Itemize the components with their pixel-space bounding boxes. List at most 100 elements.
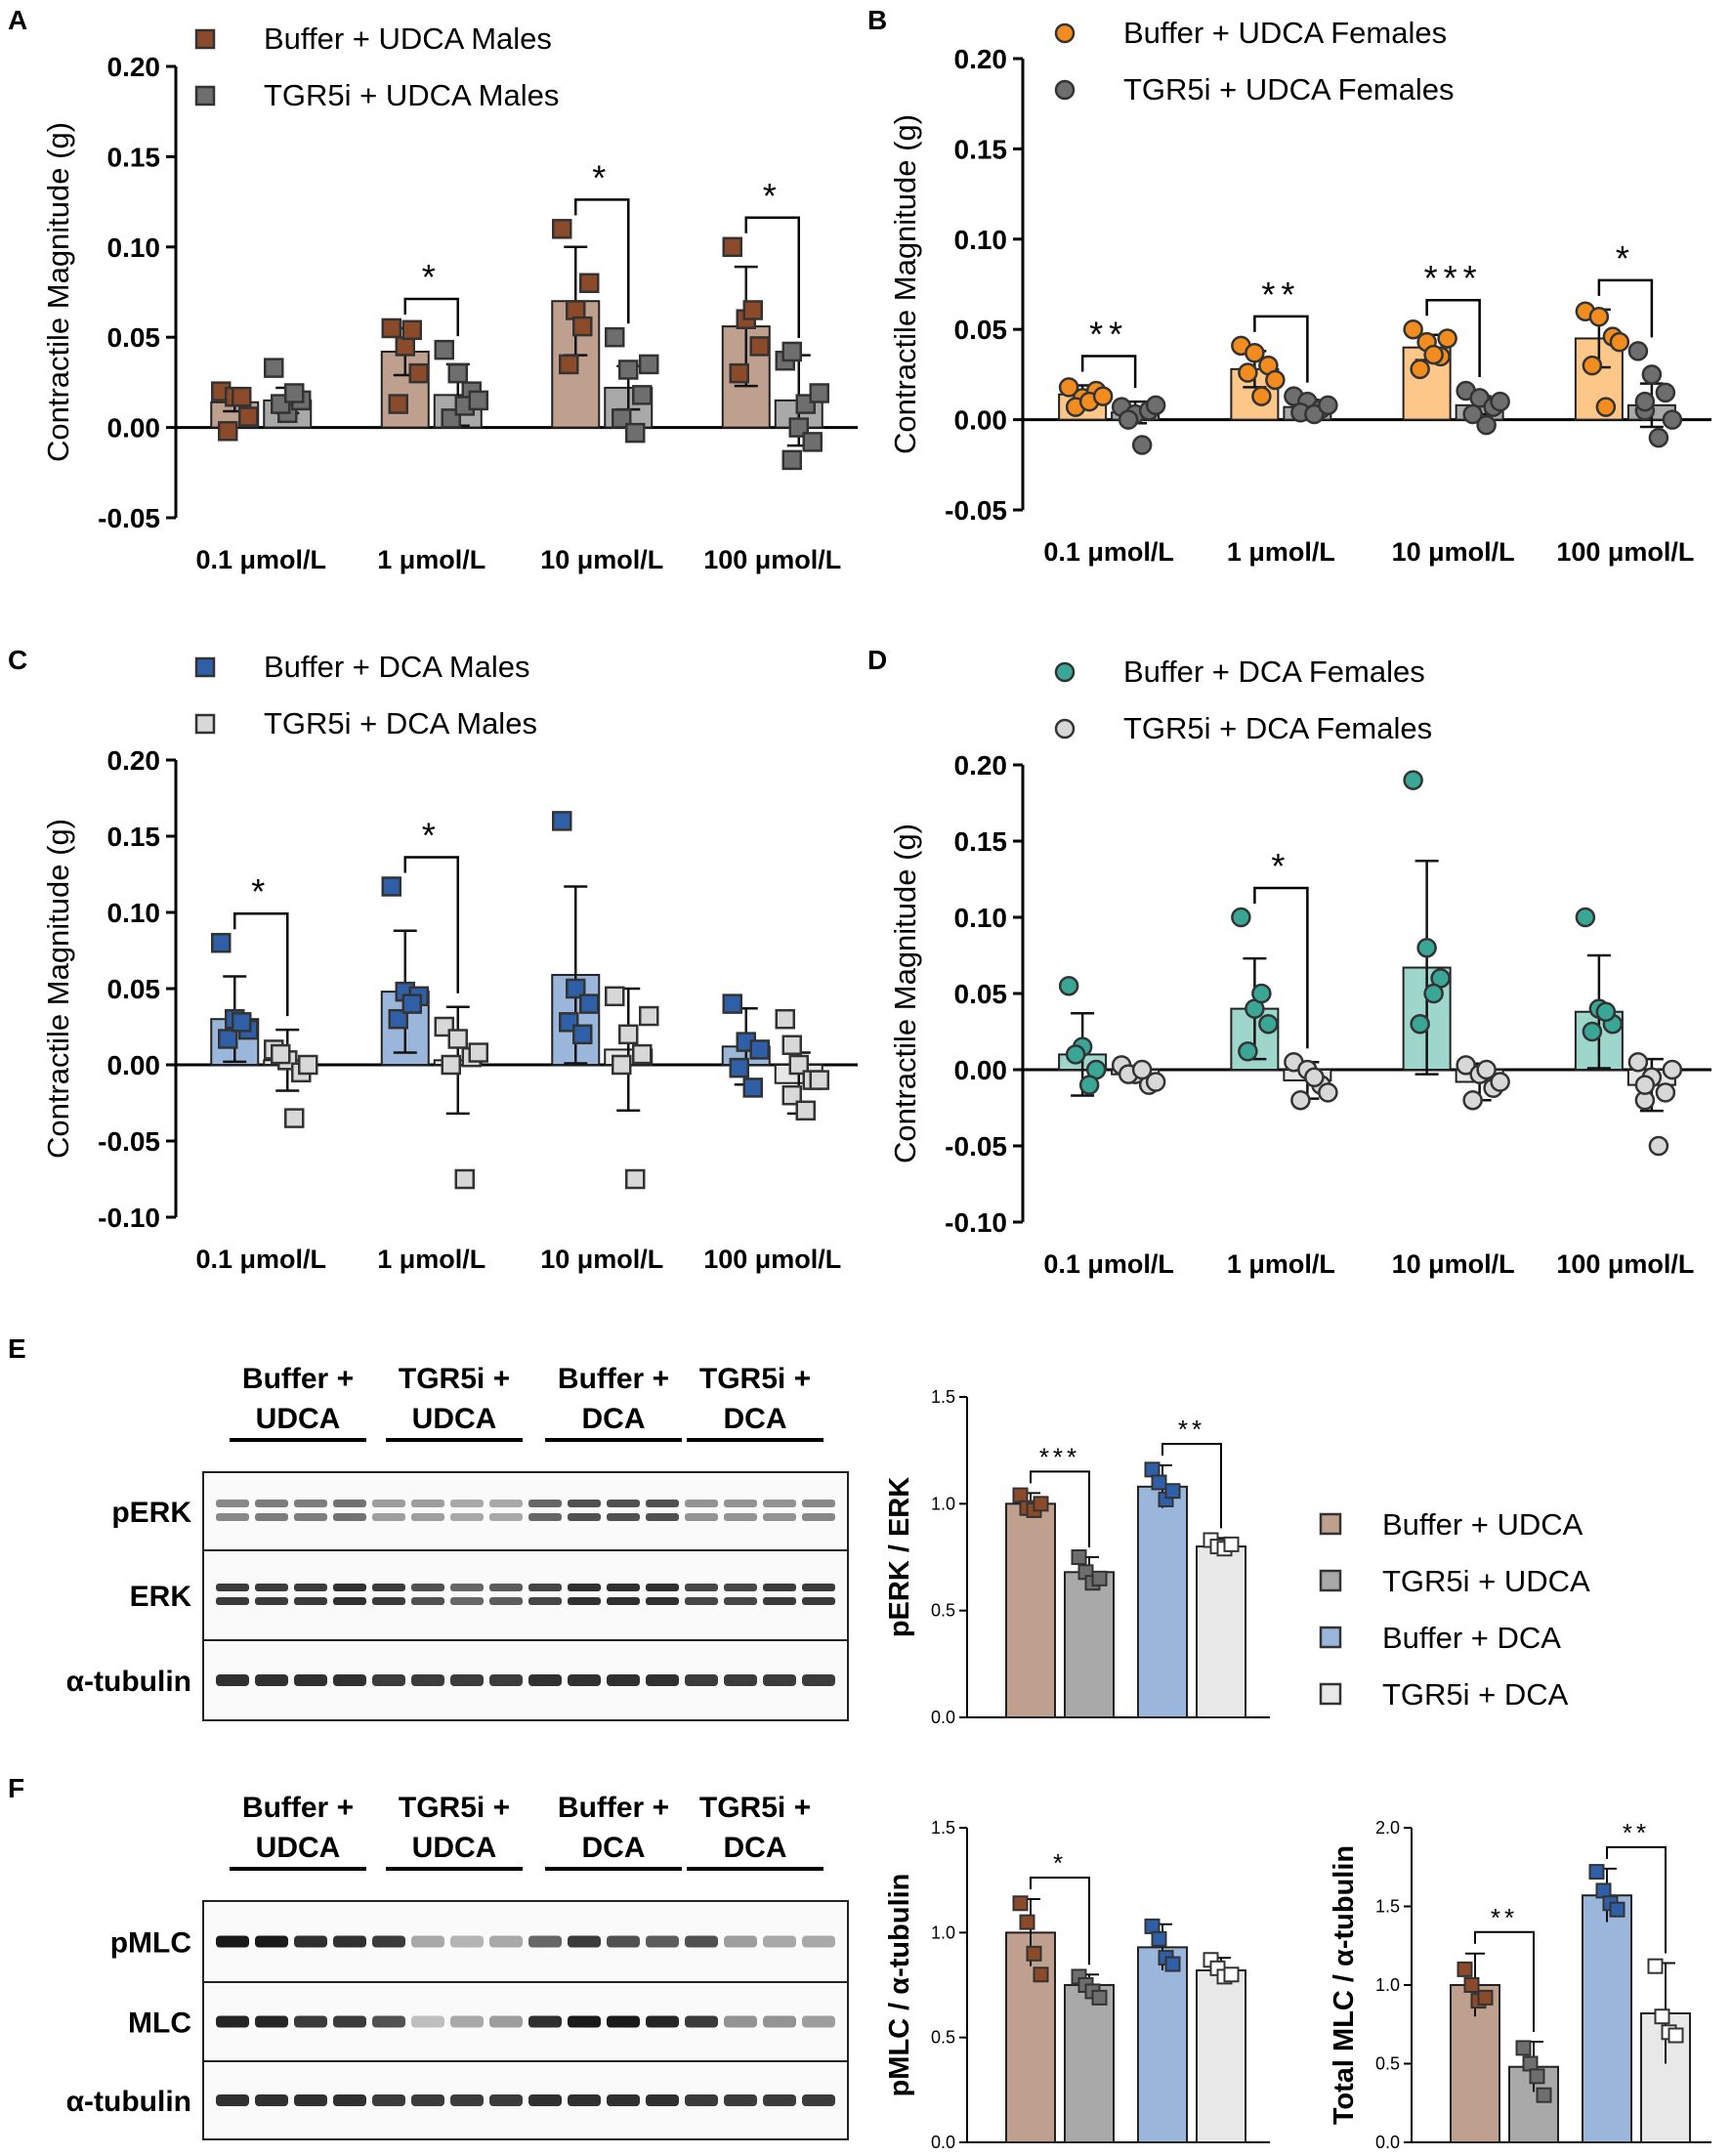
blot-band (528, 1584, 562, 1591)
blot-band (216, 2015, 249, 2028)
blot-band (255, 2015, 288, 2028)
blot-band (685, 2015, 718, 2028)
blot-band (411, 1500, 444, 1507)
blot-band (411, 1935, 444, 1948)
blot-row-label: ERK (130, 1581, 192, 1613)
blot-band (724, 1500, 757, 1507)
y-tick-label: 0.10 (954, 225, 1008, 255)
blot-strip (202, 1549, 849, 1641)
legend-marker (1319, 1626, 1342, 1649)
legend-label: TGR5i + UDCA Males (264, 78, 559, 112)
y-tick-label: 0.0 (931, 1708, 955, 1727)
data-point (579, 993, 600, 1014)
blot-band (568, 2094, 601, 2106)
data-point (1647, 1958, 1664, 1974)
bar (1064, 1571, 1115, 1718)
y-tick-label: 0.15 (107, 822, 161, 852)
data-point (1238, 1041, 1258, 1062)
blot-band (802, 2094, 835, 2106)
lane-group-label: UDCA (412, 1832, 497, 1864)
blot-band (724, 1584, 757, 1591)
significance-label: * (1616, 238, 1635, 278)
blot-band (763, 1513, 796, 1521)
blot-band (489, 1597, 523, 1605)
data-point (298, 1054, 318, 1076)
data-point (1290, 1089, 1311, 1111)
data-point (781, 341, 802, 362)
legend-marker (194, 656, 216, 678)
blot-band (411, 1584, 444, 1591)
data-point (1258, 1013, 1279, 1035)
blot-band (607, 1935, 640, 1948)
y-tick-label: -0.05 (98, 503, 160, 533)
y-axis-label: pMLC / α-tubulin (884, 1874, 915, 2097)
data-point (447, 362, 468, 384)
panel-label-E: E (8, 1333, 26, 1364)
x-tick-label: 10 μmol/L (540, 1245, 663, 1274)
significance-bracket (574, 198, 630, 324)
panel-label-A: A (8, 5, 27, 35)
blot-band (607, 1513, 640, 1521)
data-point (284, 383, 305, 403)
data-point (1490, 1072, 1510, 1092)
data-point (795, 1100, 816, 1121)
data-point (232, 386, 252, 407)
legend-label: Buffer + DCA (1382, 1621, 1561, 1655)
significance-bracket (1030, 1876, 1090, 1966)
data-point (284, 1108, 305, 1128)
blot-band (450, 1584, 484, 1591)
blot-band (568, 1935, 601, 1948)
data-point (1012, 1895, 1029, 1912)
y-tick-label: 0.05 (107, 322, 161, 353)
data-point (1144, 1461, 1161, 1478)
x-tick-label: 100 μmol/L (703, 1245, 841, 1274)
x-tick-label: 1 μmol/L (1227, 1249, 1335, 1279)
blot-band (372, 2015, 405, 2028)
data-point (1223, 1966, 1240, 1983)
blot-band (528, 1500, 562, 1507)
data-point (1536, 2087, 1552, 2103)
data-point (1588, 307, 1610, 327)
blot-band (333, 1597, 366, 1605)
data-point (1529, 2068, 1545, 2085)
blot-band (528, 1597, 562, 1605)
bar (1064, 1984, 1115, 2143)
blot-band (216, 1674, 249, 1686)
blot-band (607, 2094, 640, 2106)
blot-band (411, 1597, 444, 1605)
blot-band (724, 1935, 757, 1948)
x-tick-label: 100 μmol/L (1556, 537, 1694, 567)
blot-band (685, 1584, 718, 1591)
lane-group-label: UDCA (412, 1403, 497, 1435)
data-point (1131, 435, 1153, 455)
bar (1137, 1946, 1188, 2143)
y-tick-label: -0.05 (98, 1126, 160, 1157)
lane-group-label: Buffer + (558, 1363, 669, 1395)
data-point (1058, 377, 1079, 398)
significance-bracket (1474, 1930, 1535, 2032)
data-point (1318, 1082, 1338, 1103)
blot-band (724, 1513, 757, 1521)
data-point (566, 978, 586, 999)
lane-group-label: Buffer + (242, 1792, 354, 1824)
panel-label-F: F (8, 1773, 24, 1803)
blot-band (607, 2015, 640, 2028)
data-point (1251, 983, 1272, 1004)
blot-band (568, 1513, 601, 1521)
data-point (1462, 403, 1483, 425)
data-point (1423, 344, 1444, 365)
legend-label: Buffer + UDCA Females (1123, 16, 1447, 50)
data-point (1091, 1570, 1108, 1586)
data-point (572, 316, 593, 337)
data-point (1634, 1075, 1656, 1095)
data-point (802, 432, 823, 452)
y-tick-label: 1.5 (931, 1387, 955, 1407)
blot-band (528, 1674, 562, 1686)
significance-bracket (1425, 298, 1481, 378)
y-tick-label: 0.00 (954, 405, 1008, 436)
data-point (434, 339, 454, 360)
data-point (1012, 1487, 1029, 1503)
chart-panel-F2: 2.0 1.5 1.0 0.5 0.0 Total MLC / α-tubulin ** ** (1329, 1818, 1711, 2152)
data-point (781, 449, 802, 471)
panel-label-D: D (867, 645, 887, 675)
